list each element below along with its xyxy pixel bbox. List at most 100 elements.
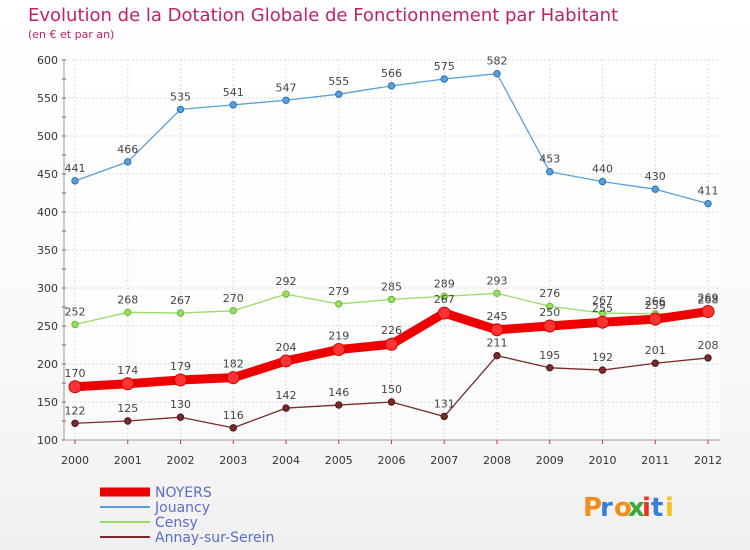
y-tick-label: 100 bbox=[37, 434, 58, 447]
series-point-noyers bbox=[648, 312, 662, 326]
series-point-annay-sur-serein bbox=[387, 398, 396, 406]
data-label-jouancy: 547 bbox=[276, 81, 297, 94]
x-tick-label: 2001 bbox=[114, 454, 142, 467]
x-tick-label: 2000 bbox=[61, 454, 89, 467]
legend-label: Jouancy bbox=[154, 500, 210, 516]
series-point-noyers bbox=[332, 343, 346, 357]
x-tick-label: 2012 bbox=[694, 454, 722, 467]
series-point-jouancy bbox=[124, 158, 132, 166]
series-point-noyers bbox=[174, 373, 187, 387]
y-tick-label: 300 bbox=[37, 282, 58, 295]
data-label-noyers: 174 bbox=[117, 364, 138, 377]
data-label-jouancy: 411 bbox=[698, 185, 719, 198]
series-point-censy bbox=[176, 309, 185, 317]
data-label-noyers: 259 bbox=[645, 299, 666, 312]
x-tick-label: 2011 bbox=[641, 454, 669, 467]
series-point-noyers bbox=[490, 323, 504, 337]
data-label-jouancy: 453 bbox=[539, 153, 560, 166]
series-point-noyers bbox=[543, 319, 557, 333]
data-label-censy: 252 bbox=[65, 305, 86, 318]
y-tick-label: 150 bbox=[37, 396, 58, 409]
data-label-noyers: 250 bbox=[539, 306, 560, 319]
legend-label: Annay-sur-Serein bbox=[155, 530, 274, 546]
series-point-annay-sur-serein bbox=[546, 364, 554, 372]
data-label-noyers: 226 bbox=[381, 324, 402, 337]
series-point-censy bbox=[493, 289, 501, 298]
data-label-noyers: 269 bbox=[698, 292, 719, 305]
series-point-jouancy bbox=[71, 177, 79, 185]
series-point-censy bbox=[440, 292, 448, 301]
y-tick-label: 500 bbox=[37, 130, 58, 143]
data-label-censy: 268 bbox=[698, 293, 719, 306]
data-label-noyers: 255 bbox=[592, 302, 613, 315]
logo-letter: i bbox=[665, 493, 674, 523]
data-label-censy: 266 bbox=[645, 295, 666, 308]
series-point-annay-sur-serein bbox=[651, 359, 659, 367]
series-point-jouancy bbox=[440, 75, 448, 83]
data-label-censy: 279 bbox=[328, 285, 349, 298]
series-point-noyers bbox=[701, 305, 715, 319]
series-point-jouancy bbox=[282, 96, 290, 104]
data-label-censy: 285 bbox=[381, 280, 402, 293]
series-point-annay-sur-serein bbox=[598, 366, 607, 374]
y-tick-label: 350 bbox=[37, 244, 58, 257]
series-point-jouancy bbox=[229, 101, 237, 109]
data-label-censy: 276 bbox=[539, 287, 560, 300]
data-label-annay-sur-serein: 142 bbox=[276, 389, 297, 402]
data-label-noyers: 170 bbox=[65, 367, 86, 380]
series-point-annay-sur-serein bbox=[440, 412, 448, 421]
data-label-censy: 292 bbox=[276, 275, 297, 288]
data-label-annay-sur-serein: 192 bbox=[592, 351, 613, 364]
series-point-jouancy bbox=[704, 199, 712, 208]
x-tick-label: 2009 bbox=[536, 454, 564, 467]
data-label-annay-sur-serein: 125 bbox=[117, 402, 138, 415]
legend-label: NOYERS bbox=[155, 485, 212, 501]
series-point-jouancy bbox=[546, 168, 554, 176]
y-tick-label: 550 bbox=[37, 92, 58, 105]
data-label-annay-sur-serein: 208 bbox=[698, 339, 719, 352]
data-label-annay-sur-serein: 122 bbox=[65, 404, 86, 417]
logo-letter: o bbox=[614, 493, 632, 523]
logo-letter: i bbox=[642, 493, 651, 523]
y-tick-label: 600 bbox=[37, 54, 58, 67]
data-label-jouancy: 440 bbox=[592, 163, 613, 176]
x-tick-label: 2005 bbox=[325, 454, 353, 467]
series-point-censy bbox=[71, 320, 79, 329]
data-label-noyers: 182 bbox=[223, 358, 244, 371]
series-point-annay-sur-serein bbox=[493, 351, 501, 360]
series-point-jouancy bbox=[651, 185, 659, 193]
series-point-noyers bbox=[121, 377, 135, 391]
data-label-jouancy: 566 bbox=[381, 67, 402, 80]
data-label-annay-sur-serein: 195 bbox=[539, 349, 560, 362]
series-point-censy bbox=[335, 300, 343, 308]
data-label-censy: 293 bbox=[487, 274, 508, 287]
series-point-annay-sur-serein bbox=[176, 413, 185, 421]
series-point-censy bbox=[229, 307, 237, 315]
data-label-jouancy: 582 bbox=[487, 55, 508, 68]
series-layer bbox=[68, 69, 715, 432]
logo-letter: t bbox=[651, 493, 663, 523]
data-label-jouancy: 466 bbox=[117, 143, 138, 156]
logo-letter: P bbox=[583, 493, 602, 523]
data-label-jouancy: 541 bbox=[223, 86, 244, 99]
data-label-censy: 267 bbox=[592, 294, 613, 307]
axis-layer: 100 150 200 250 300 350 400 450 500 550 600 2000 200… bbox=[37, 54, 722, 467]
data-label-annay-sur-serein: 131 bbox=[434, 397, 455, 410]
proxiti-logo: Pr oxi t i bbox=[583, 493, 674, 523]
data-label-noyers: 179 bbox=[170, 360, 191, 373]
data-label-noyers: 267 bbox=[434, 293, 455, 306]
chart-title: Evolution de la Dotation Globale de Fonc… bbox=[28, 5, 618, 26]
y-tick-label: 250 bbox=[37, 320, 58, 333]
series-point-noyers bbox=[437, 306, 451, 320]
x-tick-label: 2007 bbox=[430, 454, 458, 467]
label-layer: 441 466 535 541 547 555 566 575 582 453 440 430 411 2… bbox=[65, 55, 719, 422]
logo-letter: x bbox=[628, 493, 645, 523]
series-point-noyers bbox=[385, 337, 398, 351]
data-label-jouancy: 441 bbox=[65, 162, 86, 175]
data-label-censy: 289 bbox=[434, 277, 455, 290]
series-point-censy bbox=[546, 302, 554, 310]
data-label-jouancy: 430 bbox=[645, 170, 666, 183]
x-tick-label: 2010 bbox=[589, 454, 617, 467]
data-label-noyers: 245 bbox=[487, 310, 508, 323]
